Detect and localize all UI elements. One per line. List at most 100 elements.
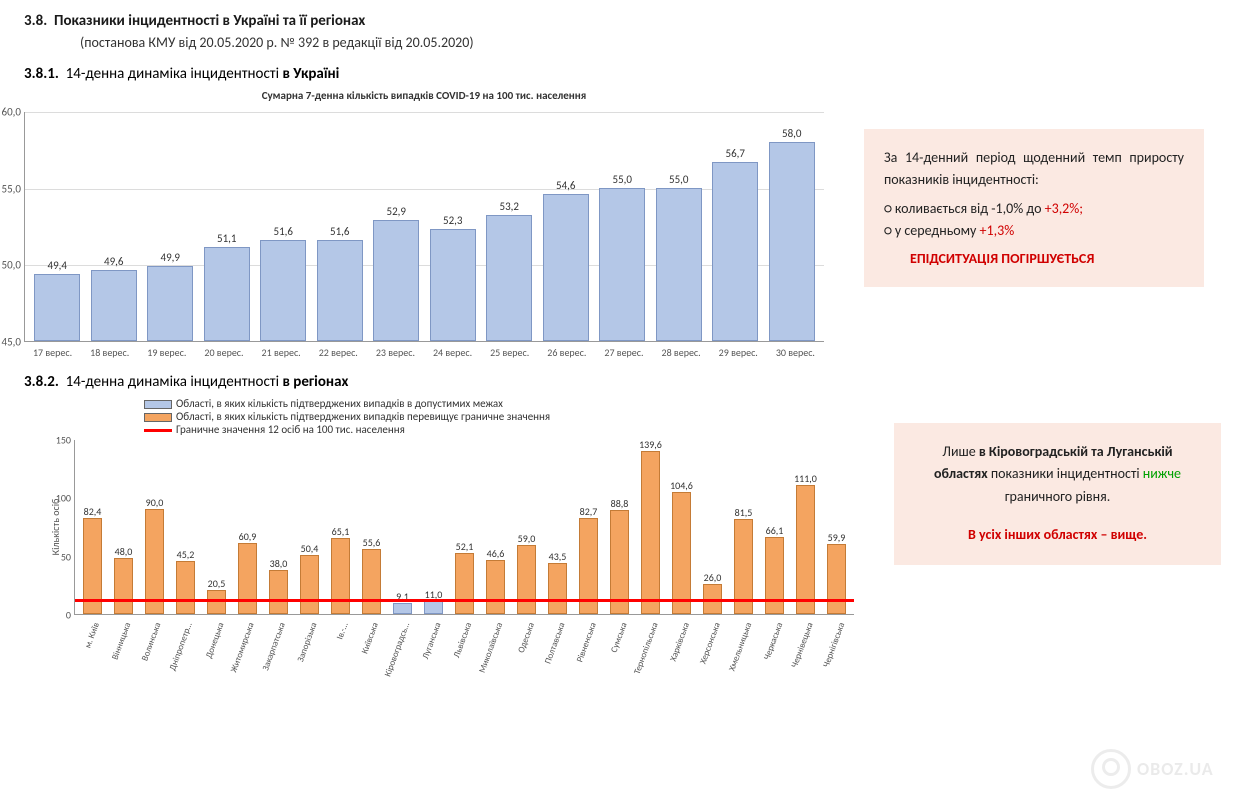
chart1-xtick: 21 верес. (253, 342, 310, 359)
subsection-number: 3.8.1. (24, 65, 59, 83)
chart1-ytick: 60,0 (0, 106, 21, 119)
chart2-xtick: Хмельницька (728, 615, 759, 670)
chart1-xtick: 23 верес. (367, 342, 424, 359)
chart1-xtick: 26 верес. (538, 342, 595, 359)
info1-alert: ЕПІДСИТУАЦІЯ ПОГІРШУЄТЬСЯ (910, 248, 1184, 270)
chart2-bar-label: 52,1 (456, 540, 474, 553)
chart2-bar-label: 81,5 (735, 506, 753, 519)
row-chart2: Області, в яких кількість підтверджених … (24, 397, 1221, 670)
chart1-bar-label: 56,7 (725, 147, 744, 160)
chart2-ytick: 0 (45, 609, 71, 622)
chart2-xtick: Луганська (418, 615, 449, 670)
chart2-bar-label: 59,0 (518, 532, 536, 545)
chart1-title: Сумарна 7-денна кількість випадків COVID… (24, 89, 824, 102)
chart2-bar-label: 66,1 (766, 524, 784, 537)
chart1-bar-label: 51,1 (217, 232, 236, 245)
watermark: OBOZ.UA (1091, 741, 1231, 797)
chart2-bar: 111,0 (796, 485, 816, 615)
chart2-bar: 20,5 (207, 590, 227, 614)
chart2-bar: 59,0 (517, 545, 537, 614)
subsection-text-2: 14-денна динаміка інцидентності (66, 373, 283, 391)
subsection-number-2: 3.8.2. (24, 373, 59, 391)
chart1-bar: 56,7 (712, 162, 758, 341)
chart2-bar-label: 111,0 (794, 472, 817, 485)
chart1-xtick: 25 верес. (481, 342, 538, 359)
chart2-ytick: 150 (45, 434, 71, 447)
chart2-bar: 11,0 (424, 601, 444, 614)
legend-swatch-line (144, 429, 172, 432)
section-subnote: (постанова КМУ від 20.05.2020 р. № 392 в… (80, 34, 1221, 51)
chart2-bar-label: 45,2 (177, 548, 195, 561)
chart2-bar-label: 46,6 (487, 547, 505, 560)
chart2-xtick: Рівненська (573, 615, 604, 670)
section-3-8-heading: 3.8. Показники інцидентності в Україні т… (24, 12, 1221, 30)
chart2-xtick: Донецька (200, 615, 231, 670)
chart1-bar-label: 49,6 (104, 255, 123, 268)
chart1-bar-label: 58,0 (782, 127, 801, 140)
subsection-bold: в Україні (282, 65, 339, 83)
chart1-bar-label: 52,9 (386, 205, 405, 218)
chart2-bar-label: 20,5 (208, 577, 226, 590)
chart1-bar: 55,0 (656, 188, 702, 341)
chart1-bar: 49,9 (147, 266, 193, 341)
legend-text-line: Граничне значення 12 осіб на 100 тис. на… (176, 423, 405, 436)
chart2-bar: 46,6 (486, 560, 506, 614)
chart2-bar-label: 55,6 (363, 536, 381, 549)
legend-swatch-over (144, 413, 172, 422)
chart2-xtick: Тернопільська (635, 615, 666, 670)
chart2-bar: 52,1 (455, 553, 475, 614)
chart1-bar: 49,4 (34, 274, 80, 341)
chart2-xtick: Вінницька (107, 615, 138, 670)
chart2-xtick: Львівська (449, 615, 480, 670)
chart2-xtick: Волинська (138, 615, 169, 670)
chart2-plot: Кількість осіб 05010015082,448,090,045,2… (74, 440, 854, 615)
chart2-ytick: 50 (45, 550, 71, 563)
chart2-bar-label: 65,1 (332, 525, 350, 538)
chart1-bar: 53,2 (486, 215, 532, 341)
chart1-xtick: 19 верес. (138, 342, 195, 359)
chart2-xtick: Херсонська (697, 615, 728, 670)
chart2-bar: 104,6 (672, 492, 692, 614)
chart2-xtick: Миколаївська (480, 615, 511, 670)
chart1-bar: 52,3 (430, 229, 476, 341)
chart2-bar-label: 88,8 (611, 497, 629, 510)
chart1-bar-label: 55,0 (612, 173, 631, 186)
info2-line1: Лише в Кіровоградській та Луганській обл… (914, 441, 1201, 508)
chart2-xticks: м. КиївВінницькаВолинськаДніпропетр…Доне… (74, 615, 854, 670)
subsection-3-8-1-heading: 3.8.1. 14-денна динаміка інцидентності в… (24, 65, 1221, 83)
info-box-1: За 14-денний період щоденний темп прирос… (864, 129, 1204, 287)
chart1-bar: 51,6 (317, 240, 363, 341)
chart2-bar: 139,6 (641, 451, 661, 614)
chart1-xtick: 27 верес. (595, 342, 652, 359)
chart1-xtick: 30 верес. (767, 342, 824, 359)
chart2-bar-label: 139,6 (639, 438, 662, 451)
info1-intro: За 14-денний період щоденний темп прирос… (884, 147, 1184, 190)
chart1-xtick: 20 верес. (195, 342, 252, 359)
chart2-xtick: Черкаська (759, 615, 790, 670)
chart1-xtick: 29 верес. (710, 342, 767, 359)
info1-li2: у середньому +1,3% (884, 220, 1184, 242)
chart2-xtick: Одеська (511, 615, 542, 670)
info2-line2: В усіх інших областях – вище. (914, 524, 1201, 546)
chart1-bar: 55,0 (599, 188, 645, 341)
chart2-bar: 55,6 (362, 549, 382, 614)
chart1-xticks: 17 верес.18 верес.19 верес.20 верес.21 в… (24, 342, 824, 359)
row-chart1: Сумарна 7-денна кількість випадків COVID… (24, 89, 1221, 359)
chart1-bar: 51,6 (260, 240, 306, 341)
chart1-xtick: 28 верес. (653, 342, 710, 359)
chart2-bar: 48,0 (114, 558, 134, 614)
chart2-bar: 66,1 (765, 537, 785, 614)
chart2-xtick: Кіровоградсь… (386, 615, 417, 670)
chart1-ytick: 55,0 (0, 182, 21, 195)
chart2-bar-label: 90,0 (146, 496, 164, 509)
chart1-ytick: 50,0 (0, 259, 21, 272)
section-number: 3.8. (24, 12, 47, 30)
legend-text-ok: Області, в яких кількість підтверджених … (176, 397, 503, 410)
chart2-bar: 38,0 (269, 570, 289, 614)
chart2-xtick: Сумська (604, 615, 635, 670)
info-box-2: Лише в Кіровоградській та Луганській обл… (894, 423, 1221, 565)
chart1-bar-label: 49,9 (160, 251, 179, 264)
chart1-xtick: 24 верес. (424, 342, 481, 359)
chart2-bar-label: 26,0 (704, 571, 722, 584)
chart2-xtick: Запорізька (293, 615, 324, 670)
